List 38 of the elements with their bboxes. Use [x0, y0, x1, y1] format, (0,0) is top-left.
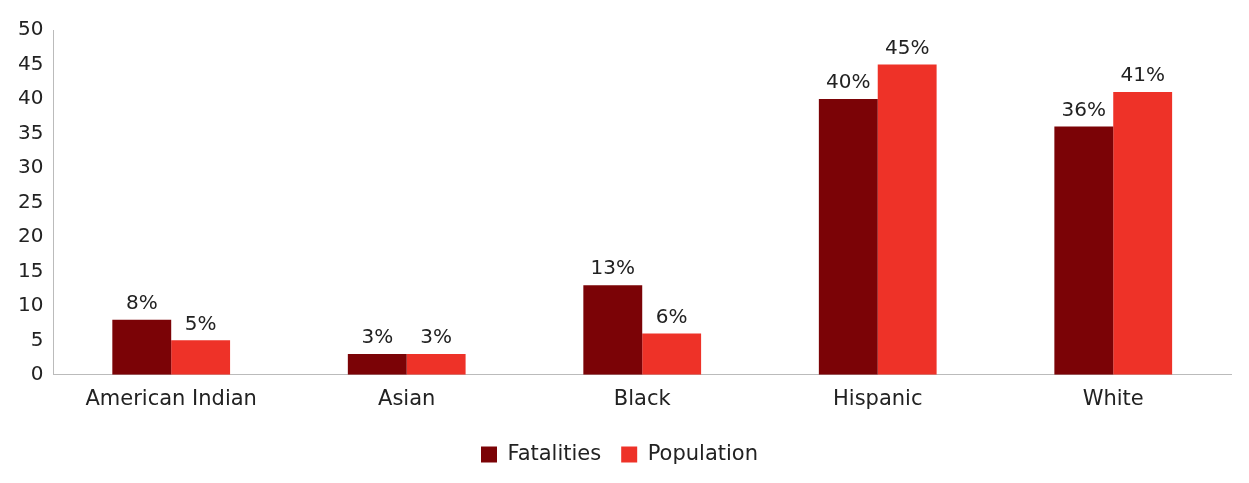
x-tick-label: White	[1082, 385, 1144, 410]
y-tick-label: 40	[18, 85, 44, 110]
data-label: 6%	[655, 303, 688, 328]
data-label: 40%	[826, 69, 871, 94]
bar	[347, 354, 407, 375]
y-tick-label: 0	[30, 361, 44, 385]
data-label: 41%	[1120, 62, 1165, 87]
y-tick-label: 10	[18, 292, 44, 317]
x-tick-label: Hispanic	[833, 385, 923, 410]
data-label: 3%	[420, 324, 453, 349]
bar	[112, 319, 172, 375]
y-tick-label: 25	[18, 188, 44, 213]
y-tick-label: 20	[18, 223, 44, 248]
y-tick-label: 30	[18, 154, 44, 179]
bar	[1113, 92, 1173, 375]
data-label: 45%	[884, 34, 930, 59]
data-label: 8%	[125, 289, 158, 314]
y-tick-label: 5	[30, 326, 44, 351]
bar	[406, 354, 466, 375]
bar	[583, 285, 643, 375]
y-tick-label: 15	[18, 257, 44, 282]
x-tick-label: American Indian	[85, 385, 257, 410]
bar	[818, 98, 878, 375]
y-tick-label: 45	[18, 50, 44, 75]
bar	[1054, 126, 1114, 375]
legend-label: Population	[647, 440, 759, 465]
bar	[171, 340, 231, 375]
y-tick-label: 50	[18, 16, 44, 41]
data-label: 13%	[590, 255, 636, 280]
x-tick-label: Black	[613, 385, 672, 410]
x-tick-label: Asian	[378, 385, 436, 410]
legend-label: Fatalities	[507, 440, 602, 465]
y-tick-label: 35	[18, 119, 44, 144]
data-label: 5%	[184, 310, 217, 335]
data-label: 3%	[361, 324, 394, 349]
bar	[642, 333, 702, 375]
bar	[877, 64, 937, 375]
data-label: 36%	[1061, 96, 1107, 121]
